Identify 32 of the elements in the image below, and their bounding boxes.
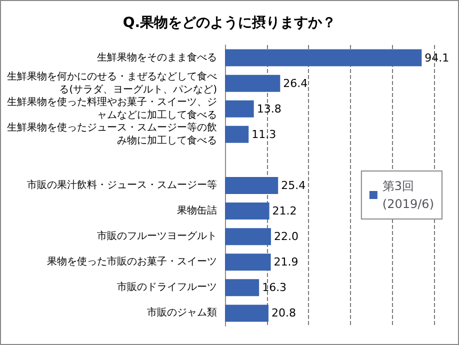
data-label: 94.1	[424, 51, 450, 64]
data-label: 13.8	[256, 102, 282, 116]
bar	[225, 304, 268, 322]
bar	[225, 177, 278, 194]
bar	[225, 49, 422, 66]
data-label: 25.4	[281, 179, 306, 192]
legend-label: 第3回 (2019/6)	[382, 179, 434, 211]
y-tick-label: 果物を使った市販のお菓子・スイーツ	[47, 256, 217, 268]
bar	[225, 228, 271, 246]
y-tick-label: 市販のドライフルーツ	[117, 281, 217, 294]
bar	[225, 279, 260, 296]
chart-title: Q.果物をどのように摂りますか？	[122, 15, 336, 31]
y-tick-label: 果物缶詰	[177, 204, 217, 217]
y-tick-label: 生鮮果物をそのまま食べる	[97, 51, 217, 64]
bar	[225, 202, 270, 220]
data-label: 22.0	[274, 230, 298, 244]
data-label: 21.2	[272, 204, 297, 218]
data-label: 26.4	[283, 76, 308, 90]
y-tick-label: 生鮮果物を使った料理やお菓子・スイーツ、ジャムなどに加工して食べる	[7, 96, 217, 121]
bar	[225, 100, 254, 118]
data-label: 21.9	[274, 256, 298, 269]
data-label: 20.8	[271, 306, 296, 320]
y-tick-label: 生鮮果物を何かにのせる・まぜるなどして食べる(サラダ、ヨーグルト、パンなど)	[7, 70, 218, 96]
y-tick-label: 生鮮果物を使ったジュース・スムージー等の飲み物に加工して食べる	[7, 121, 217, 146]
bar	[225, 254, 271, 271]
bar	[225, 126, 249, 143]
y-tick-label: 市販の果汁飲料・ジュース・スムージー等	[27, 179, 217, 191]
data-label: 11.3	[252, 128, 276, 141]
bar	[225, 74, 280, 92]
y-tick-label: 市販のジャム類	[147, 306, 217, 319]
data-label: 16.3	[262, 281, 287, 294]
y-tick-label: 市販のフルーツヨーグルト	[97, 230, 217, 242]
